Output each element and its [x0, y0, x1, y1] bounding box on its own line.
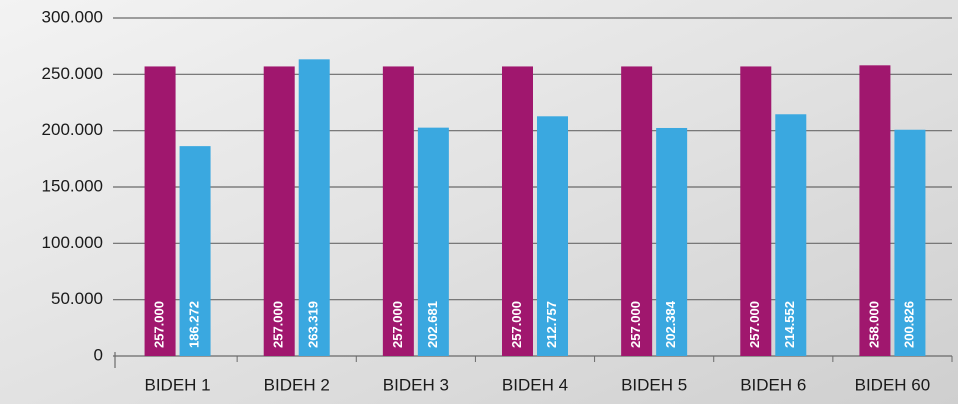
y-tick-label: 50.000	[51, 289, 103, 308]
bar	[621, 66, 653, 357]
value-label: 257.000	[152, 301, 167, 348]
value-label: 263.319	[306, 301, 321, 348]
value-label: 257.000	[747, 301, 762, 348]
value-label: 202.384	[663, 300, 678, 348]
y-tick-label: 200.000	[42, 120, 103, 139]
bar	[894, 129, 926, 356]
y-tick-label: 250.000	[42, 64, 103, 83]
x-tick-label: BIDEH 60	[855, 375, 931, 394]
y-tick-label: 150.000	[42, 176, 103, 195]
bar	[144, 66, 176, 357]
x-tick-label: BIDEH 2	[264, 375, 330, 394]
bar	[775, 114, 807, 356]
bar	[298, 59, 330, 356]
bar	[859, 65, 891, 356]
y-tick-label: 100.000	[42, 233, 103, 252]
y-tick-label: 0	[94, 345, 103, 364]
bar	[502, 66, 533, 357]
value-label: 200.826	[901, 301, 916, 348]
value-label: 186.272	[187, 301, 202, 348]
x-tick-label: BIDEH 4	[502, 375, 568, 394]
bar	[382, 66, 414, 357]
value-label: 257.000	[390, 301, 405, 348]
value-label: 257.000	[509, 301, 524, 348]
value-label: 202.681	[425, 301, 440, 348]
x-tick-label: BIDEH 5	[621, 375, 687, 394]
y-tick-label: 300.000	[42, 7, 103, 26]
bar	[740, 66, 772, 357]
value-label: 212.757	[544, 301, 559, 348]
value-label: 257.000	[628, 301, 643, 348]
bar	[417, 127, 449, 356]
bar	[179, 146, 211, 356]
value-label: 258.000	[866, 301, 881, 348]
bar	[656, 127, 688, 357]
value-label: 214.552	[782, 301, 797, 348]
x-tick-label: BIDEH 6	[740, 375, 806, 394]
value-label: 257.000	[271, 301, 286, 348]
bar	[263, 66, 295, 357]
x-tick-label: BIDEH 3	[383, 375, 449, 394]
bar	[537, 116, 568, 356]
x-tick-label: BIDEH 1	[145, 375, 211, 394]
